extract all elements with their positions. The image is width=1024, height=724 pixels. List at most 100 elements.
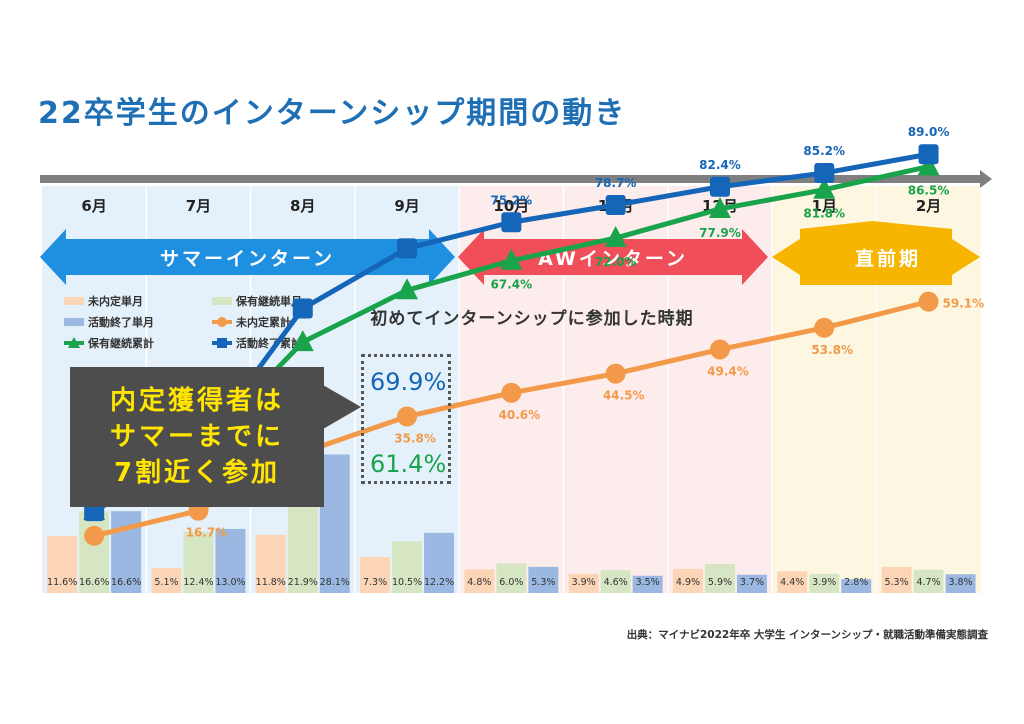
legend-label: 活動終了累計 [236, 336, 302, 350]
bar [255, 534, 286, 593]
bar-label: 3.8% [948, 577, 972, 588]
bar-label: 5.9% [708, 577, 732, 588]
month-label: 2月 [916, 197, 941, 215]
bar-label: 6.0% [499, 577, 523, 588]
bar [215, 528, 246, 593]
line-label: 59.1% [943, 297, 985, 311]
bar [528, 566, 559, 593]
line-point [604, 226, 627, 248]
line-point [814, 317, 835, 338]
line-point [605, 195, 626, 216]
line-label: 82.4% [699, 158, 741, 172]
bar-label: 7.3% [363, 577, 387, 588]
line-point [918, 144, 939, 165]
bar-label: 4.8% [467, 577, 491, 588]
legend-swatch [64, 297, 84, 305]
bar [151, 567, 182, 593]
bar-label: 10.5% [392, 577, 422, 588]
line-point [397, 406, 418, 427]
period-label: 直前期 [855, 247, 921, 270]
line-label: 78.7% [595, 176, 637, 190]
legend-label: 保有継続累計 [87, 336, 154, 350]
bar [183, 531, 214, 593]
bar-label: 12.2% [424, 577, 454, 588]
bar [777, 571, 808, 593]
bar [704, 563, 735, 593]
highlight-box [361, 354, 451, 484]
line-label: 35.8% [394, 432, 436, 446]
bar-label: 11.6% [47, 577, 77, 588]
callout-line-1: 内定獲得者は [109, 386, 284, 416]
line-point [918, 291, 939, 312]
line-point [396, 278, 419, 300]
line-label: 53.8% [811, 343, 853, 357]
line-label: 89.0% [908, 125, 950, 139]
legend-label: 活動終了単月 [88, 315, 154, 329]
legend-marker [217, 317, 227, 327]
line-label: 44.5% [603, 389, 645, 403]
bar-label: 16.6% [79, 577, 109, 588]
bar-label: 16.6% [111, 577, 141, 588]
callout-box: 内定獲得者は サマーまでに 7割近く参加 [70, 367, 324, 507]
bar [319, 454, 350, 593]
monthly-bars [47, 454, 976, 593]
line-point [500, 248, 523, 270]
bar [809, 573, 840, 593]
bar-label: 3.5% [636, 577, 660, 588]
line-label: 86.5% [908, 184, 950, 198]
month-label: 8月 [290, 197, 315, 215]
line-point [84, 525, 105, 546]
line-point [708, 196, 731, 218]
bar-label: 3.9% [812, 577, 836, 588]
line-point [813, 177, 836, 199]
month-label: 9月 [394, 197, 419, 215]
bar-label: 5.3% [531, 577, 555, 588]
callout-line-3: 7割近く参加 [113, 458, 281, 488]
bar [881, 566, 912, 593]
legend-swatch [64, 318, 84, 326]
month-label: 10月 [493, 197, 529, 215]
bar [736, 574, 767, 593]
period-label: AWインターン [538, 248, 688, 270]
timeline-arrow [40, 170, 992, 188]
period-arrow-0 [40, 229, 455, 285]
legend-marker [217, 338, 227, 348]
bar [632, 575, 663, 593]
line-point [917, 154, 940, 176]
period-arrows: サマーインターン AWインターン 直前期 [40, 221, 980, 285]
line-label: 67.4% [491, 278, 533, 292]
month-label: 1月 [812, 197, 837, 215]
bar [496, 563, 527, 593]
callout-pointer [323, 385, 361, 429]
line-point [292, 298, 313, 319]
chart-subtitle: 初めてインターンシップに参加した時期 [370, 308, 693, 329]
bar [600, 570, 631, 593]
highlight-katsudo-label: 69.9% [370, 368, 447, 396]
month-label: 6月 [81, 197, 106, 215]
legend-marker [68, 337, 80, 348]
line-point [501, 212, 522, 233]
line-label: 49.4% [707, 364, 749, 378]
line-point [291, 330, 314, 352]
bar-label: 4.7% [916, 577, 940, 588]
line-label: 77.9% [699, 226, 741, 240]
bar [79, 511, 110, 593]
line-label: 72.0% [595, 255, 637, 269]
page-title: 22卒学生のインターンシップ期間の動き [38, 96, 627, 131]
highlight-hoyu-label: 61.4% [370, 450, 447, 478]
line-point [605, 363, 626, 384]
line-point [709, 176, 730, 197]
timeline-bar [40, 175, 980, 183]
legend-label: 未内定単月 [87, 294, 143, 308]
bar-label: 5.1% [154, 577, 178, 588]
period-label: サマーインターン [160, 248, 335, 270]
line-point [501, 382, 522, 403]
line-point [397, 238, 418, 259]
line-point [709, 339, 730, 360]
line-label: 16.7% [186, 526, 228, 540]
bar-label: 21.9% [288, 577, 318, 588]
bar [841, 579, 872, 593]
bar-label: 3.9% [572, 577, 596, 588]
bar-label: 13.0% [215, 577, 245, 588]
line-label: 81.8% [803, 207, 845, 221]
